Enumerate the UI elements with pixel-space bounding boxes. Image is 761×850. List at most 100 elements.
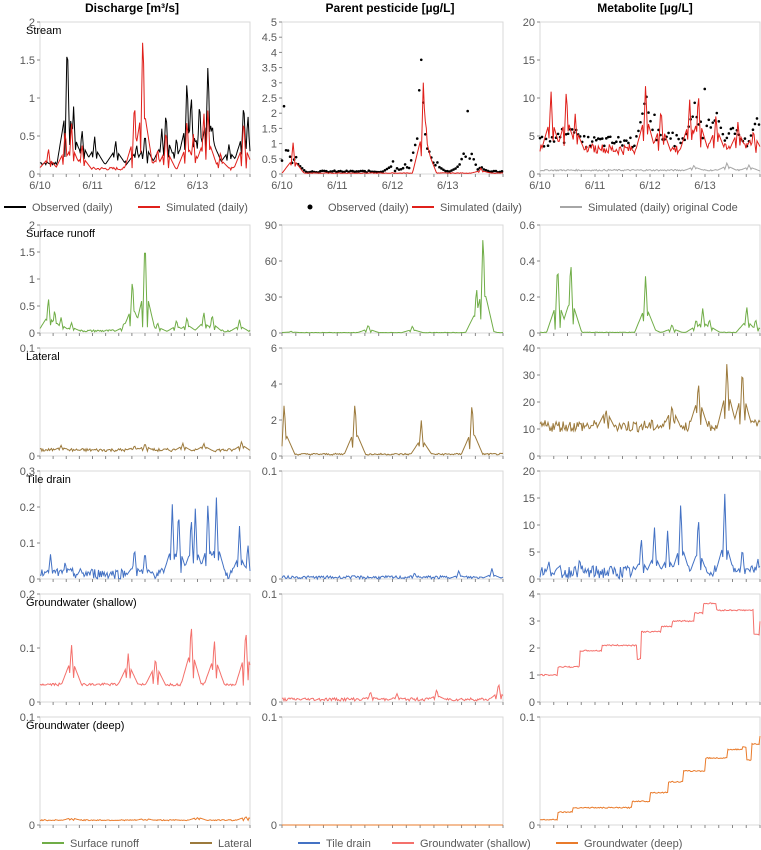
plot-area bbox=[539, 21, 761, 175]
y-tick-label: 4.5 bbox=[262, 32, 277, 44]
data-point bbox=[282, 104, 286, 108]
data-point bbox=[476, 168, 480, 171]
legend-label: Groundwater (deep) bbox=[584, 838, 682, 850]
y-tick-label: 2 bbox=[271, 108, 277, 120]
data-point bbox=[321, 169, 324, 173]
y-tick-label: 5 bbox=[529, 547, 535, 559]
data-point bbox=[444, 169, 447, 173]
data-point bbox=[611, 141, 614, 145]
data-point bbox=[349, 169, 352, 173]
legend-item: Simulated (daily) bbox=[138, 202, 248, 214]
legend-label: Groundwater (shallow) bbox=[420, 838, 531, 850]
y-tick-label: 0.3 bbox=[20, 466, 35, 478]
data-point bbox=[423, 132, 427, 136]
y-tick-label: 0.5 bbox=[20, 301, 35, 313]
data-point bbox=[627, 141, 630, 145]
data-point bbox=[546, 144, 550, 148]
plot-area bbox=[39, 21, 251, 175]
y-tick-label: 2 bbox=[529, 643, 535, 655]
data-point bbox=[641, 112, 644, 115]
y-tick-label: 4 bbox=[529, 589, 535, 601]
data-point bbox=[448, 170, 451, 173]
panel-2-1: 0 2 4 6 bbox=[271, 343, 504, 463]
data-point bbox=[442, 168, 445, 172]
data-point bbox=[484, 168, 488, 172]
data-point bbox=[403, 163, 407, 166]
y-tick-label: 0.2 bbox=[20, 502, 35, 514]
y-tick-label: 1.5 bbox=[20, 247, 35, 259]
data-point bbox=[383, 168, 387, 172]
data-point bbox=[359, 169, 363, 173]
data-point bbox=[407, 166, 411, 170]
y-tick-label: 0.1 bbox=[262, 589, 277, 601]
y-tick-label: 0 bbox=[29, 328, 35, 340]
series-line bbox=[39, 440, 251, 453]
y-tick-label: 1 bbox=[29, 274, 35, 286]
data-point bbox=[460, 157, 463, 161]
y-tick-label: 0 bbox=[29, 574, 35, 586]
data-point bbox=[468, 157, 471, 160]
series-line bbox=[281, 568, 504, 581]
data-point bbox=[731, 126, 735, 130]
panel-4-1: 00.1 bbox=[262, 589, 504, 709]
data-point bbox=[462, 152, 465, 156]
y-tick-label: 5 bbox=[271, 17, 277, 29]
data-point bbox=[452, 168, 455, 171]
y-tick-label: 0 bbox=[529, 451, 535, 463]
legend-label: Tile drain bbox=[326, 838, 371, 850]
data-point bbox=[409, 159, 413, 162]
data-point bbox=[310, 170, 314, 173]
series-line bbox=[539, 86, 761, 157]
y-tick-label: 0.1 bbox=[20, 343, 35, 355]
data-point bbox=[721, 132, 725, 136]
y-tick-label: 3 bbox=[271, 78, 277, 90]
data-point bbox=[353, 170, 356, 174]
column-title-parent: Parent pesticide [µg/L] bbox=[326, 1, 455, 15]
series-points bbox=[538, 87, 761, 149]
y-tick-label: 4 bbox=[271, 379, 277, 391]
data-point bbox=[434, 163, 437, 167]
data-point bbox=[381, 170, 385, 173]
data-point bbox=[637, 129, 640, 133]
legend-label: Simulated (daily) original Code bbox=[588, 202, 738, 214]
plot-area bbox=[281, 716, 504, 826]
data-point bbox=[677, 137, 680, 141]
data-point bbox=[679, 141, 682, 145]
series-line bbox=[39, 497, 251, 580]
data-point bbox=[397, 168, 401, 171]
series-line bbox=[282, 240, 504, 334]
data-point bbox=[647, 111, 650, 114]
data-point bbox=[556, 132, 560, 136]
y-tick-label: 30 bbox=[523, 370, 535, 382]
y-tick-label: 0.5 bbox=[262, 154, 277, 166]
x-tick-label: 6/11 bbox=[82, 180, 103, 192]
panel-1-2: 0 0.2 0.4 0.6 bbox=[520, 220, 761, 340]
data-point bbox=[393, 169, 397, 173]
data-point bbox=[369, 170, 373, 173]
series-line bbox=[39, 816, 251, 822]
panel-5-1: 00.1 bbox=[262, 712, 504, 832]
y-tick-label: 0 bbox=[271, 574, 277, 586]
data-point bbox=[552, 140, 556, 143]
data-point bbox=[367, 169, 371, 172]
data-point bbox=[725, 136, 729, 140]
data-point bbox=[361, 169, 365, 173]
data-point bbox=[284, 148, 288, 152]
series-line bbox=[540, 161, 761, 172]
data-point bbox=[323, 169, 326, 173]
y-tick-label: 6 bbox=[271, 343, 277, 355]
data-point bbox=[617, 135, 620, 139]
data-point bbox=[286, 149, 290, 152]
data-point bbox=[600, 137, 604, 140]
data-point bbox=[411, 151, 415, 154]
data-point bbox=[653, 113, 656, 117]
data-point bbox=[757, 123, 761, 126]
data-point bbox=[464, 155, 467, 158]
series-line bbox=[281, 405, 504, 456]
y-tick-label: 0 bbox=[271, 451, 277, 463]
series-line bbox=[539, 493, 761, 580]
y-tick-label: 1 bbox=[29, 93, 35, 105]
data-point bbox=[635, 135, 638, 138]
data-point bbox=[733, 132, 737, 136]
